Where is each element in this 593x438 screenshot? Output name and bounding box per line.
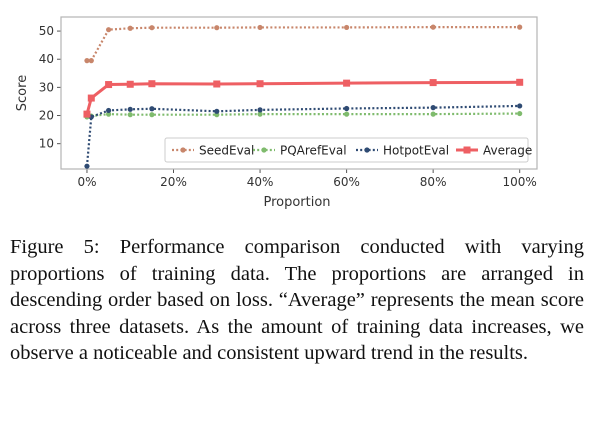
hotpoteval-point (84, 163, 90, 169)
legend: SeedEval PQArefEval HotpotEval Average (164, 137, 532, 163)
hotpoteval-point (344, 105, 350, 112)
performance-line-chart: 0% 20% 40% 60% 80% 100% 10 20 30 40 50 SeedEval PQA… (15, 16, 538, 210)
average-point (126, 80, 134, 88)
seedeval-legend-label: SeedEval (199, 144, 254, 158)
x-tick-label: 80% (420, 175, 447, 189)
x-tick-label: 0% (77, 175, 96, 189)
seedeval-point (88, 58, 94, 64)
seedeval-point (517, 24, 523, 30)
average-point (105, 81, 113, 89)
pqarefeval-point (257, 111, 263, 117)
series-layer (83, 24, 524, 169)
y-tick-label: 50 (39, 24, 54, 38)
y-tick-label: 40 (39, 52, 54, 66)
pqarefeval-point (106, 111, 112, 117)
x-tick-label: 40% (247, 175, 274, 189)
y-tick-label: 20 (39, 109, 54, 123)
hotpoteval-point (430, 105, 436, 111)
hotpoteval-point (106, 107, 112, 114)
pqarefeval-legend-label: PQArefEval (280, 144, 347, 158)
y-tick-label: 10 (39, 137, 54, 151)
x-tick-label: 100% (503, 175, 537, 189)
average-point (87, 94, 95, 102)
pqarefeval-point (517, 110, 523, 117)
seedeval-point (149, 25, 155, 31)
hotpoteval-legend-marker (364, 147, 370, 153)
seedeval-point (127, 25, 133, 31)
legend-box (164, 137, 529, 163)
average-point (83, 110, 91, 118)
average-point (213, 80, 221, 88)
pqarefeval-point (149, 112, 155, 118)
seedeval-point (84, 58, 90, 64)
average-point (343, 79, 351, 87)
hotpoteval-point (127, 106, 133, 112)
y-axis-title: Score (15, 75, 30, 111)
seedeval-point (106, 27, 112, 33)
seedeval-point (344, 24, 350, 31)
average-point (429, 79, 437, 87)
x-tick-label: 60% (333, 175, 360, 189)
seedeval-point (214, 25, 220, 31)
pqarefeval-point (344, 111, 350, 117)
average-point (516, 78, 524, 86)
hotpoteval-point (517, 103, 523, 109)
seedeval-legend-marker (180, 147, 186, 153)
y-tick-label: 30 (39, 80, 54, 94)
seedeval-point (430, 24, 436, 30)
seedeval-point (257, 24, 263, 31)
x-tick-label: 20% (160, 175, 187, 189)
axis-ticks: 0% 20% 40% 60% 80% 100% 10 20 30 40 50 (39, 24, 537, 189)
hotpoteval-point (149, 106, 155, 112)
x-axis-title: Proportion (263, 195, 330, 210)
pqarefeval-point (127, 112, 133, 118)
pqarefeval-point (430, 111, 436, 117)
average-series-line (85, 80, 520, 115)
hotpoteval-point (257, 107, 263, 113)
pqarefeval-series-line (86, 112, 520, 119)
figure-caption: Figure 5: Performance comparison conduct… (10, 236, 584, 364)
pqarefeval-legend-marker (261, 147, 267, 153)
average-legend-marker (463, 146, 471, 154)
hotpoteval-legend-label: HotpotEval (383, 144, 449, 158)
average-legend-label: Average (483, 144, 532, 158)
average-point (148, 80, 156, 88)
hotpoteval-point (214, 108, 220, 114)
hotpoteval-series-line (85, 104, 520, 167)
average-point (256, 80, 264, 88)
seedeval-series-line (86, 26, 520, 62)
